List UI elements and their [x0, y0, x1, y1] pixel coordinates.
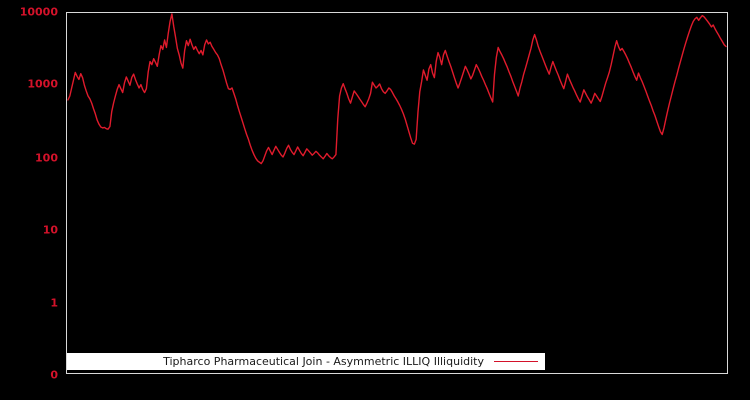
y-tick-label: 100	[35, 151, 58, 165]
y-axis: 10000 1000 100 10 1 0	[0, 0, 66, 400]
y-tick-label: 10000	[19, 5, 58, 19]
series-line-illiq	[67, 13, 727, 373]
plot-area	[66, 12, 728, 374]
legend-line-swatch	[494, 361, 538, 362]
y-tick-label: 1	[50, 296, 58, 310]
y-tick-label: 10	[42, 223, 58, 237]
legend-label: Tipharco Pharmaceutical Join - Asymmetri…	[163, 355, 484, 368]
legend: Tipharco Pharmaceutical Join - Asymmetri…	[67, 353, 545, 370]
y-tick-label: 0	[50, 368, 58, 382]
y-tick-label: 1000	[27, 77, 58, 91]
